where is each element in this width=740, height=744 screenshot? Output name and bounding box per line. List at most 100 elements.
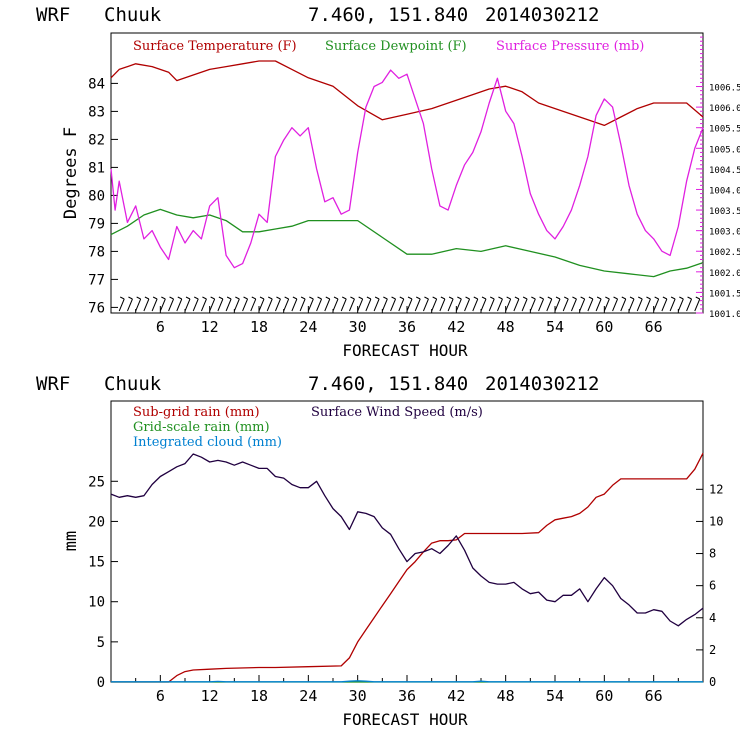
- wind-barb: [283, 298, 290, 312]
- p1-header-run: 2014030212: [485, 4, 599, 26]
- p1-x-axis-label: FORECAST HOUR: [342, 341, 468, 360]
- wind-barb: [546, 298, 553, 312]
- wind-barb: [694, 298, 701, 312]
- wind-barb-flag: [374, 296, 380, 300]
- p2-ytick-right-label: 6: [709, 579, 716, 593]
- wind-barb: [529, 298, 536, 312]
- wind-barb-flag: [539, 296, 544, 300]
- wind-barb-flag: [226, 296, 232, 300]
- wind-barb: [562, 298, 569, 312]
- wind-barb-flag: [267, 296, 273, 300]
- wind-barb: [274, 298, 281, 312]
- p2-legend-integrated-cloud: Integrated cloud (mm): [133, 435, 282, 450]
- wind-barb-flag: [621, 296, 627, 300]
- wind-barb-flag: [547, 296, 553, 300]
- p2-ytick-right-label: 8: [709, 547, 716, 561]
- p1-ytick-left-label: 78: [88, 244, 105, 260]
- p2-xtick-label: 54: [546, 687, 564, 705]
- p1-series-lines: [110, 60, 704, 278]
- wind-barb: [414, 298, 421, 312]
- p1-ytick-left-label: 82: [88, 132, 105, 148]
- p1-header-model: WRF: [36, 4, 70, 26]
- p2-series-lines: [110, 452, 704, 683]
- wind-barb-flag: [646, 296, 651, 300]
- wind-barb: [636, 298, 643, 312]
- wind-barb-flag: [119, 296, 125, 300]
- p2-ytick-right-label: 4: [709, 611, 716, 625]
- p1-xtick-label: 54: [546, 318, 564, 336]
- p1-right-axis-ticks: 1001.0 1001.5 1002.0 1002.5 1003.0 1003.5 1004…: [696, 36, 740, 320]
- p2-series-surface-wind-speed-m-s: [110, 453, 704, 627]
- wind-barb: [464, 298, 471, 312]
- wind-barb: [579, 298, 586, 312]
- wind-barb-flag: [465, 296, 470, 300]
- p2-header-coords: 7.460, 151.840: [308, 373, 468, 395]
- wind-barb-flag: [317, 296, 322, 300]
- p1-ytick-left-label: 81: [88, 160, 105, 176]
- wind-barb: [587, 298, 594, 312]
- wind-barb-flag: [473, 296, 479, 300]
- p1-legend-pressure: Surface Pressure (mb): [496, 39, 644, 54]
- wind-barb: [118, 298, 125, 312]
- wind-barb: [480, 298, 487, 312]
- p2-ytick-right-label: 0: [709, 675, 716, 689]
- wind-barb: [439, 298, 446, 312]
- wind-barb-flag: [284, 296, 289, 300]
- p1-xtick-label: 66: [645, 318, 663, 336]
- wind-barb-flag: [185, 296, 191, 300]
- p1-xtick-label: 30: [349, 318, 367, 336]
- wind-barb-flag: [399, 296, 405, 300]
- p1-xtick-label: 48: [497, 318, 515, 336]
- p2-y-axis-label: mm: [61, 531, 81, 551]
- wind-barb-flag: [152, 296, 158, 300]
- wind-barb: [340, 298, 347, 312]
- wind-barb-flag: [514, 296, 520, 300]
- wind-barb-flag: [588, 296, 594, 300]
- p1-ytick-right-label: 1001.5: [709, 289, 740, 299]
- wind-barb: [348, 298, 355, 312]
- wind-barb-flag: [341, 296, 347, 300]
- wind-barb: [266, 298, 273, 312]
- wind-barb-flag: [407, 296, 413, 300]
- panel-precipitation-wind: WRF Chuuk 7.460, 151.840 2014030212 Sub-…: [36, 373, 723, 729]
- wind-barb-flag: [489, 296, 495, 300]
- wind-barb-flag: [243, 296, 248, 300]
- wind-barb: [595, 298, 602, 312]
- p1-ytick-left-label: 80: [88, 188, 105, 204]
- p1-ytick-right-label: 1001.0: [709, 310, 740, 320]
- wind-barb-flag: [415, 296, 421, 300]
- wind-barb: [192, 298, 199, 312]
- wind-barb-flag: [366, 296, 372, 300]
- wind-barb: [570, 298, 577, 312]
- p1-ytick-right-label: 1004.5: [709, 166, 740, 176]
- p2-legend-subgrid-rain: Sub-grid rain (mm): [133, 405, 260, 420]
- wind-barb: [686, 298, 693, 312]
- p1-xtick-label: 36: [398, 318, 416, 336]
- panel-temperature-pressure: WRF Chuuk 7.460, 151.840 2014030212 Surf…: [36, 4, 740, 360]
- p2-right-axis-ticks: 0 2 4 6 8 10 12: [696, 482, 723, 689]
- wind-barb: [159, 298, 166, 312]
- p2-ytick-left-label: 15: [88, 555, 105, 571]
- wind-barb: [225, 298, 232, 312]
- wind-barb-flag: [555, 296, 561, 300]
- wind-barb-flag: [662, 296, 668, 300]
- wind-barb-flag: [424, 296, 429, 300]
- p1-ytick-right-label: 1003.5: [709, 207, 740, 217]
- wind-barb-flag: [391, 296, 396, 300]
- wind-barb: [143, 298, 150, 312]
- wind-barb-flag: [596, 296, 602, 300]
- wind-barb: [233, 298, 240, 312]
- p1-left-axis-ticks: 76 77 78 79 80 81 82 83 84: [88, 76, 118, 316]
- p2-left-axis-ticks: 0 5 10 15 20 25: [88, 474, 118, 691]
- p1-legend-temperature: Surface Temperature (F): [133, 39, 297, 54]
- wind-barb-flag: [670, 296, 676, 300]
- p1-ytick-left-label: 83: [88, 104, 105, 120]
- wind-barb: [291, 298, 298, 312]
- p2-xtick-label: 42: [447, 687, 465, 705]
- p2-ytick-left-label: 20: [88, 514, 105, 530]
- wind-barb-flag: [629, 296, 635, 300]
- p1-ytick-left-label: 77: [88, 272, 105, 288]
- wind-barb: [538, 298, 545, 312]
- wind-barb: [126, 298, 133, 312]
